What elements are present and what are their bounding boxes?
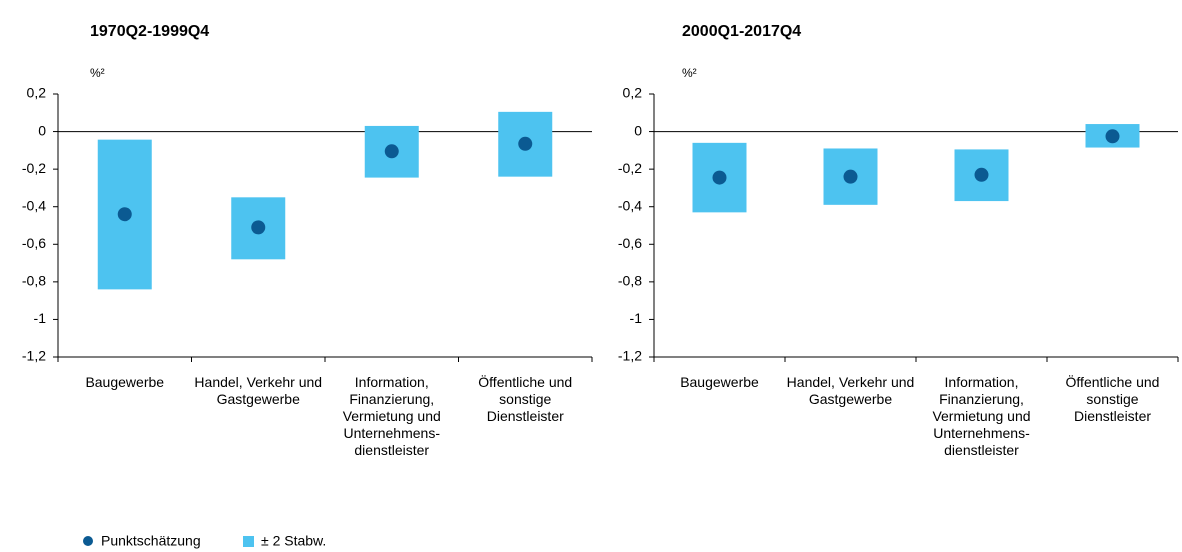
y-tick-label: -0,8 — [22, 273, 46, 289]
y-tick-label: -0,6 — [618, 235, 642, 251]
y-tick-label: 0 — [38, 122, 46, 138]
y-tick-label: -1 — [630, 310, 643, 326]
y-unit: %² — [90, 66, 105, 80]
chart-title: 1970Q2-1999Q4 — [90, 23, 209, 40]
x-tick-label: Baugewerbe — [85, 374, 165, 390]
y-tick-label: -0,8 — [618, 273, 642, 289]
legend-label: Punktschätzung — [101, 533, 201, 549]
x-tick-label: Handel, Verkehr und Gastgewerbe — [786, 374, 915, 407]
y-tick-label: 0,2 — [623, 85, 643, 101]
y-tick-label: -1,2 — [22, 348, 46, 364]
y-tick-label: -0,2 — [22, 160, 46, 176]
legend-label: ± 2 Stabw. — [261, 533, 326, 549]
legend-marker — [83, 536, 93, 546]
y-tick-label: -0,4 — [22, 197, 46, 213]
y-tick-label: -1 — [34, 310, 47, 326]
y-tick-label: 0,2 — [27, 85, 47, 101]
point-estimate — [974, 167, 989, 182]
x-tick-label: Information, Finanzierung, Vermietung un… — [342, 374, 441, 458]
x-tick-label: Baugewerbe — [680, 374, 759, 390]
x-tick-label: Öffentliche und sonstige Dienstleister — [1065, 374, 1160, 424]
point-estimate — [117, 207, 132, 222]
x-tick-label: Öffentliche und sonstige Dienstleister — [478, 374, 573, 424]
x-tick-label: Information, Finanzierung, Vermietung un… — [932, 374, 1031, 458]
y-tick-label: -0,2 — [618, 160, 642, 176]
point-estimate — [251, 220, 266, 235]
point-estimate — [1105, 129, 1120, 144]
y-tick-label: -0,4 — [618, 197, 642, 213]
point-estimate — [843, 169, 858, 184]
point-estimate — [518, 136, 533, 151]
legend-marker — [243, 536, 254, 547]
y-tick-label: -0,6 — [22, 235, 46, 251]
x-tick-label: Handel, Verkehr und Gastgewerbe — [194, 374, 323, 407]
point-estimate — [712, 170, 727, 185]
y-unit: %² — [682, 66, 697, 80]
chart-title: 2000Q1-2017Q4 — [682, 23, 801, 40]
y-tick-label: -1,2 — [618, 348, 642, 364]
point-estimate — [384, 144, 399, 159]
y-tick-label: 0 — [634, 122, 642, 138]
